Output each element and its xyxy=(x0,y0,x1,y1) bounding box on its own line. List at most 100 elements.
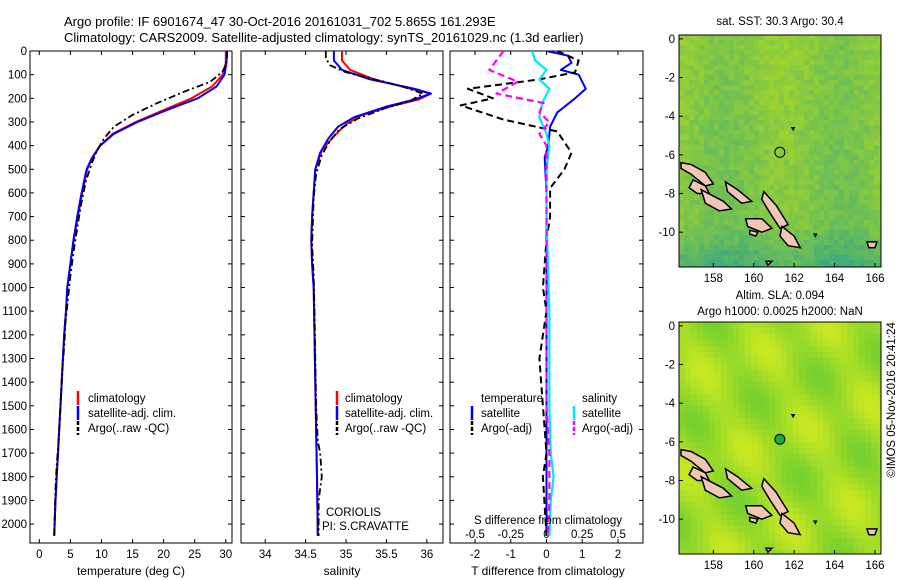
series-line-t-satellite xyxy=(543,51,587,536)
map-cell xyxy=(794,100,800,106)
map-cell xyxy=(744,230,750,236)
map-cell xyxy=(847,448,854,455)
map-cell xyxy=(769,175,775,181)
map-cell xyxy=(781,406,788,413)
map-cell xyxy=(689,145,695,151)
map-cell xyxy=(809,150,815,156)
map-cell xyxy=(829,322,836,329)
map-cell xyxy=(849,220,855,226)
map-cell xyxy=(835,388,842,395)
map-cell xyxy=(824,260,830,266)
map-cell xyxy=(819,180,825,186)
map-cell xyxy=(751,454,758,461)
map-cell xyxy=(839,155,845,161)
map-cell xyxy=(703,370,710,377)
map-cell xyxy=(727,376,734,383)
map-cell xyxy=(721,364,728,371)
map-cell xyxy=(839,260,845,266)
map-cell xyxy=(823,520,830,527)
map-cell xyxy=(679,245,685,251)
map-cell xyxy=(749,125,755,131)
map-cell xyxy=(864,200,870,206)
map-cell xyxy=(694,60,700,66)
map-cell xyxy=(759,60,765,66)
map-cell xyxy=(745,460,752,467)
map-cell xyxy=(764,65,770,71)
map-cell xyxy=(879,125,881,131)
map-cell xyxy=(877,412,881,419)
map-cell xyxy=(734,250,740,256)
map-cell xyxy=(775,364,782,371)
map-cell xyxy=(793,322,800,329)
map-cell xyxy=(699,220,705,226)
map-cell xyxy=(689,255,695,261)
map-cell xyxy=(751,526,758,533)
map-cell xyxy=(689,260,695,266)
map-cell xyxy=(704,170,710,176)
map-cell xyxy=(869,105,875,111)
map-cell xyxy=(744,80,750,86)
map-cell xyxy=(864,125,870,131)
map-cell xyxy=(764,50,770,56)
map-cell xyxy=(703,502,710,509)
map-cell xyxy=(859,436,866,443)
map-cell xyxy=(729,235,735,241)
map-cell xyxy=(744,180,750,186)
map-cell xyxy=(859,85,865,91)
map-cell xyxy=(799,532,806,539)
map-cell xyxy=(739,496,746,503)
map-cell xyxy=(805,418,812,425)
map-cell xyxy=(769,195,775,201)
x-tick-label: 1 xyxy=(579,549,585,561)
map-cell xyxy=(689,225,695,231)
map-cell xyxy=(794,75,800,81)
map-cell xyxy=(879,150,881,156)
map-cell xyxy=(709,55,715,61)
map-cell xyxy=(679,376,686,383)
map-cell xyxy=(877,388,881,395)
map-cell xyxy=(721,436,728,443)
map-cell xyxy=(764,175,770,181)
map-cell xyxy=(719,220,725,226)
map-cell xyxy=(841,544,848,551)
map-cell xyxy=(721,466,728,473)
map-cell xyxy=(754,210,760,216)
map-cell xyxy=(844,60,850,66)
map-cell xyxy=(811,448,818,455)
map-cell xyxy=(871,328,878,335)
map-cell xyxy=(734,200,740,206)
map-cell xyxy=(784,40,790,46)
map-cell xyxy=(727,370,734,377)
map-cell xyxy=(804,225,810,231)
map-cell xyxy=(874,230,880,236)
map-cell xyxy=(789,205,795,211)
map-cell xyxy=(869,170,875,176)
map-cell xyxy=(709,255,715,261)
map-cell xyxy=(835,346,842,353)
map-cell xyxy=(809,50,815,56)
map-cell xyxy=(714,225,720,231)
map-cell xyxy=(809,55,815,61)
map-cell xyxy=(684,225,690,231)
map-cell xyxy=(859,135,865,141)
map-cell xyxy=(684,125,690,131)
map-cell xyxy=(804,240,810,246)
map-cell xyxy=(699,95,705,101)
map-cell xyxy=(823,394,830,401)
map-cell xyxy=(819,170,825,176)
map-cell xyxy=(763,376,770,383)
map-cell xyxy=(877,526,881,533)
map-cell xyxy=(714,125,720,131)
map-cell xyxy=(739,388,746,395)
map-cell xyxy=(814,245,820,251)
map-cell xyxy=(703,424,710,431)
map-cell xyxy=(749,255,755,261)
map-cell xyxy=(691,322,698,329)
map-cell xyxy=(774,35,780,41)
map-cell xyxy=(764,185,770,191)
map-cell xyxy=(685,460,692,467)
map-cell xyxy=(784,80,790,86)
map-cell xyxy=(679,220,685,226)
map-cell xyxy=(834,235,840,241)
map-cell xyxy=(751,358,758,365)
